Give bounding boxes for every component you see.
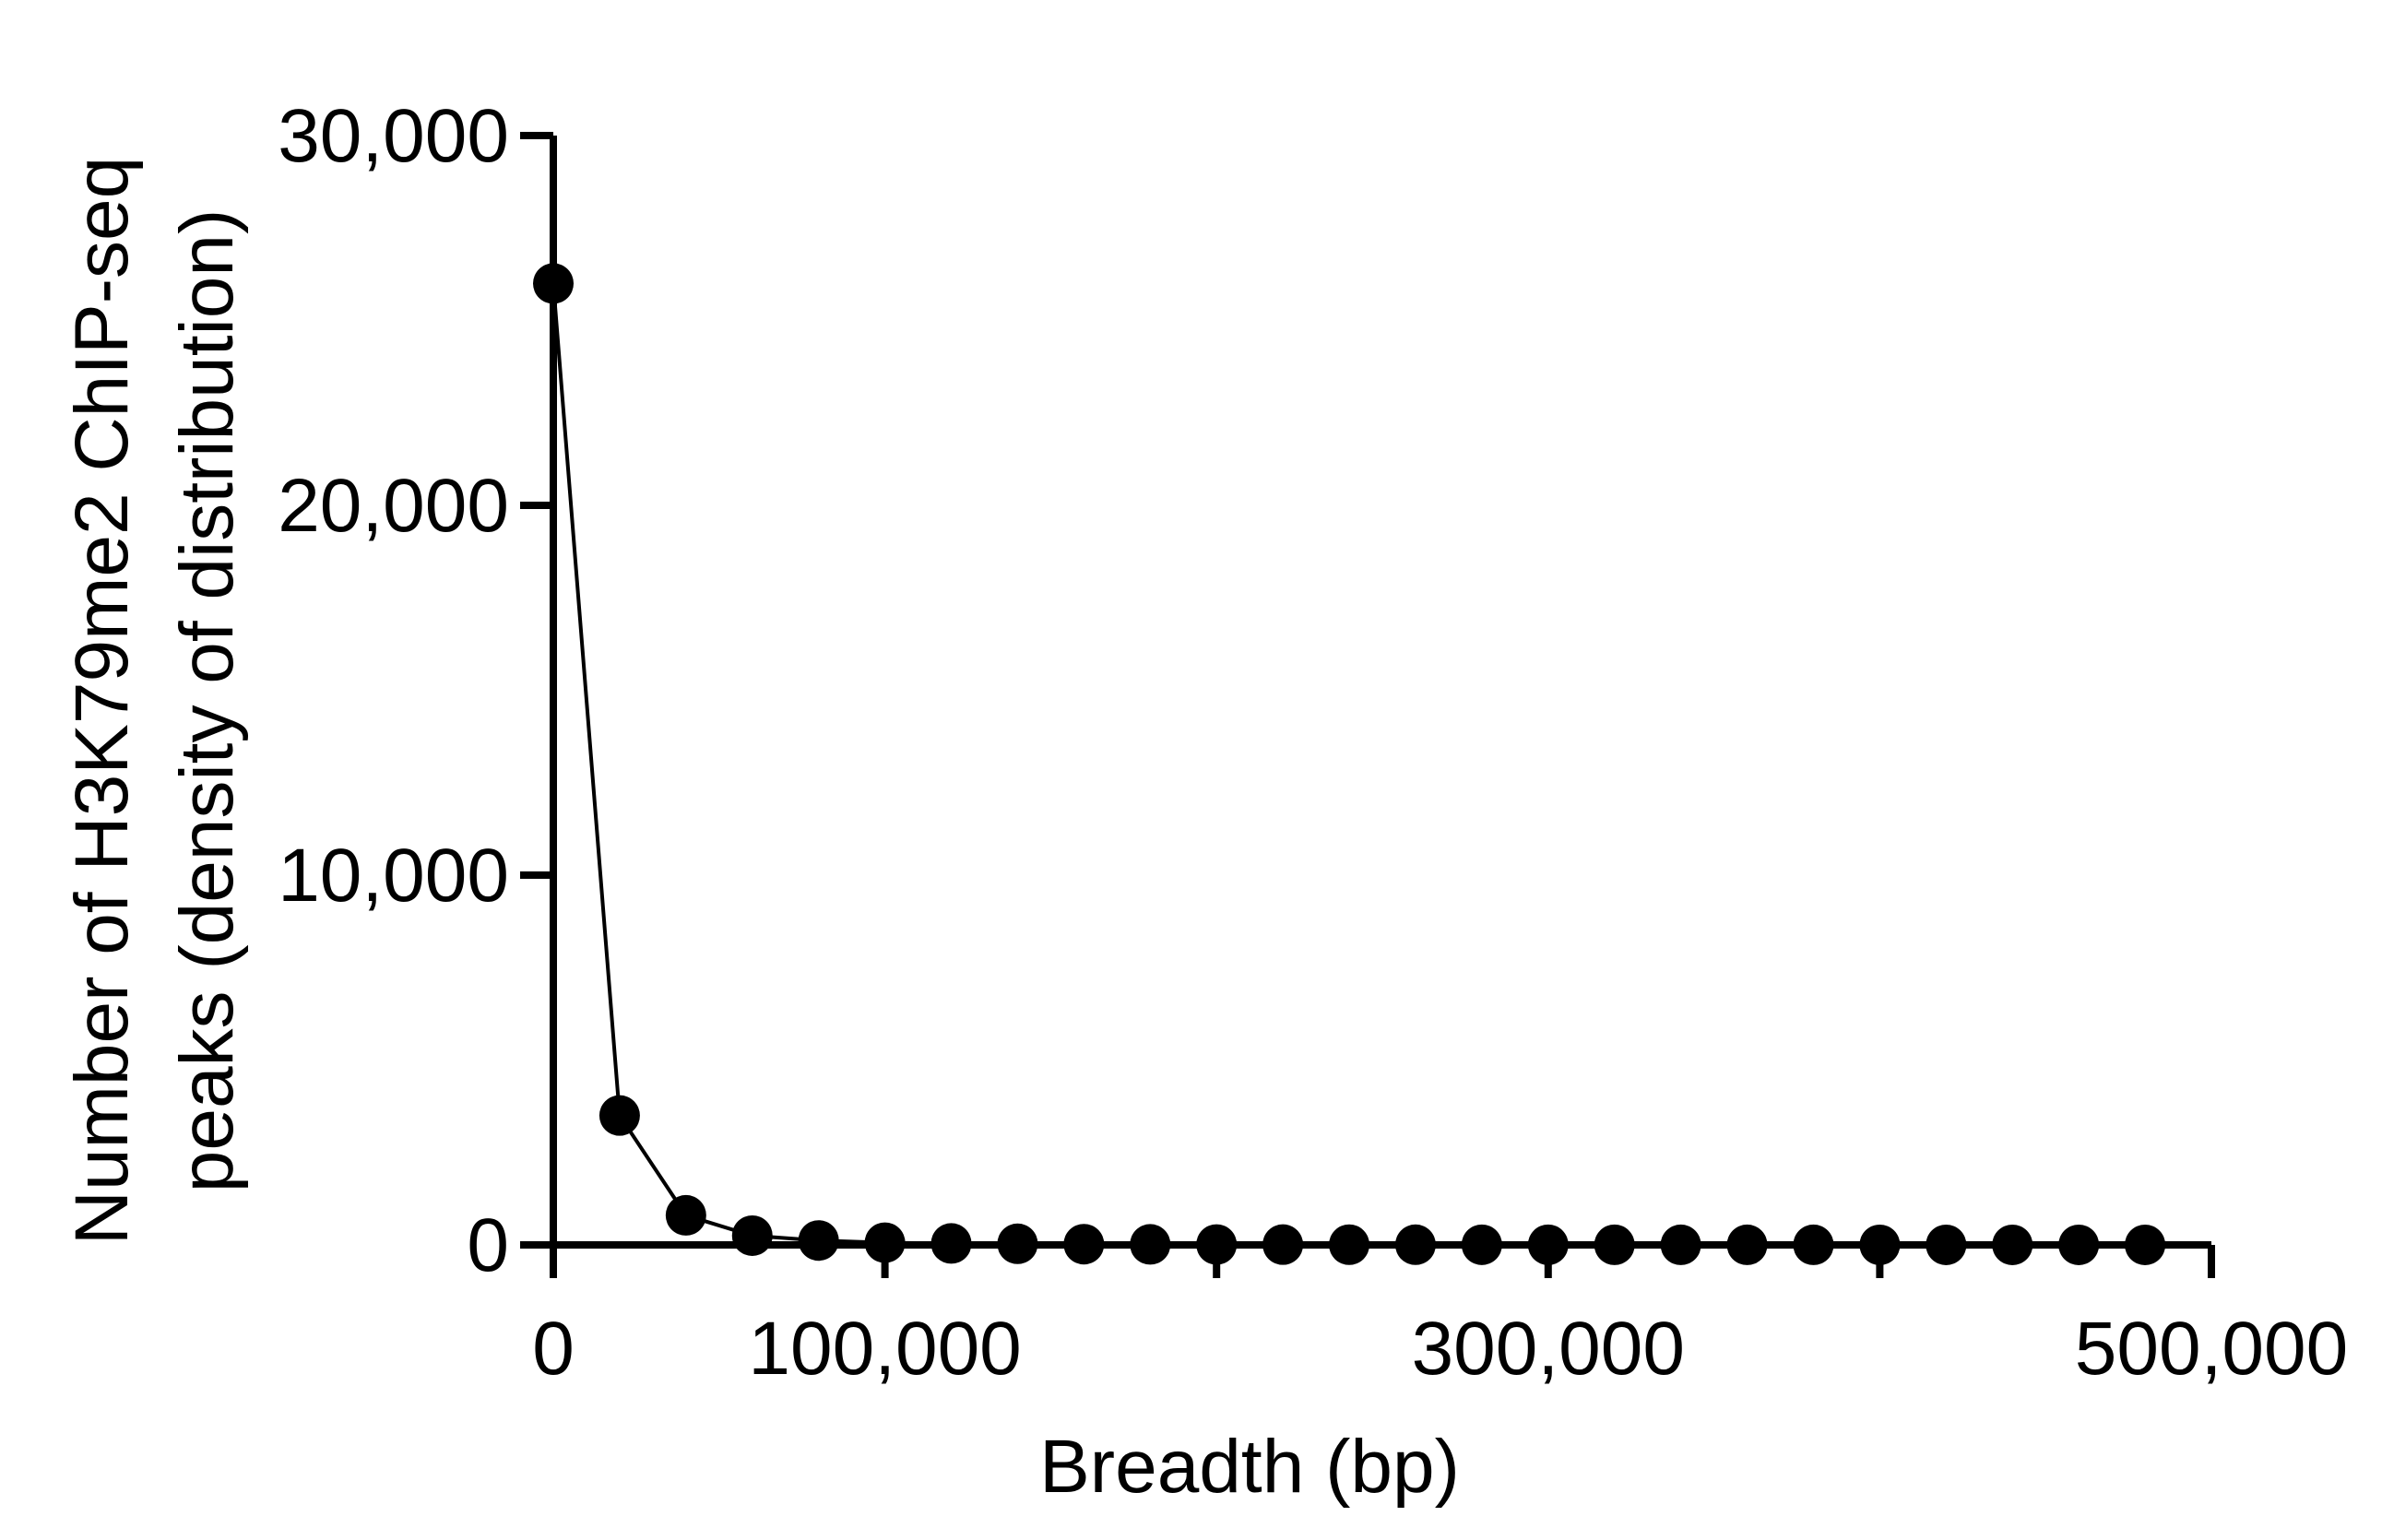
data-point [731, 1214, 773, 1256]
data-point [1660, 1224, 1701, 1265]
data-point [1196, 1224, 1238, 1265]
y-ticks [520, 132, 553, 1249]
data-point [1394, 1224, 1436, 1265]
data-point [598, 1095, 640, 1136]
data-point [997, 1223, 1038, 1264]
series-line [551, 283, 2146, 1247]
data-point [533, 263, 574, 304]
y-axis-title-line-1: Number of H3K79me2 ChIP-seq [60, 157, 144, 1245]
x-tick-label: 100,000 [748, 1307, 1021, 1391]
y-tick-label: 20,000 [278, 464, 509, 548]
data-point [1793, 1224, 1834, 1265]
data-point [665, 1194, 706, 1236]
data-point [1527, 1224, 1569, 1265]
data-point [1329, 1224, 1370, 1265]
y-tick-label: 0 [467, 1203, 509, 1287]
data-point [864, 1222, 906, 1263]
x-tick-label: 300,000 [1412, 1307, 1685, 1391]
data-point [1726, 1224, 1768, 1265]
data-point [1063, 1224, 1105, 1265]
x-axis-title: Breadth (bp) [1039, 1425, 1460, 1509]
axes [550, 136, 2211, 1249]
data-point [930, 1223, 972, 1264]
y-axis-title: Number of H3K79me2 ChIP-seq peaks (densi… [60, 157, 249, 1245]
series [533, 263, 2166, 1265]
y-tick-label: 10,000 [278, 834, 509, 918]
data-point [1926, 1224, 1967, 1265]
data-point [2125, 1224, 2166, 1265]
x-tick-label: 0 [532, 1307, 575, 1391]
data-point [2058, 1224, 2100, 1265]
x-tick-label: 500,000 [2075, 1307, 2348, 1391]
data-point [1262, 1224, 1304, 1265]
y-axis-title-line-2: peaks (density of distribution) [165, 209, 249, 1193]
data-point [798, 1220, 839, 1262]
data-point [1992, 1224, 2033, 1265]
x-tick-labels: 0 100,000 300,000 500,000 [532, 1307, 2348, 1391]
data-point [1130, 1224, 1171, 1265]
data-point [1461, 1224, 1502, 1265]
data-point [1594, 1224, 1635, 1265]
data-point [1859, 1224, 1901, 1265]
y-tick-label: 30,000 [278, 94, 509, 178]
y-tick-labels: 0 10,000 20,000 30,000 [278, 94, 509, 1287]
